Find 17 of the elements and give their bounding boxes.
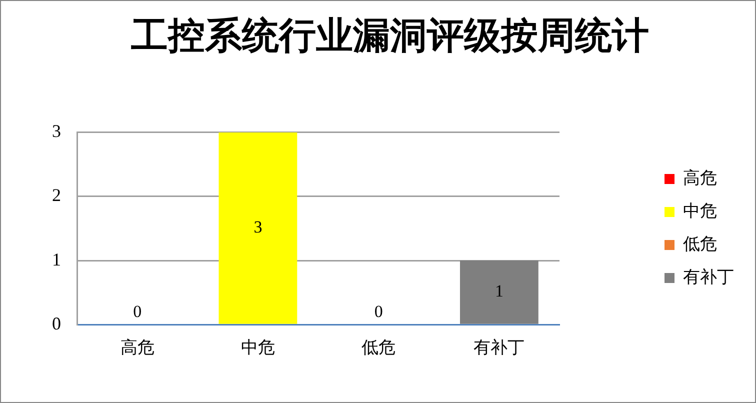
x-tick-label: 高危 [120,338,154,358]
x-tick-label: 低危 [362,338,396,358]
data-label: 1 [494,282,504,301]
legend-label: 有补丁 [683,267,734,288]
x-tick-label: 中危 [240,338,275,358]
y-tick-label: 0 [52,313,61,334]
y-tick-label: 2 [52,185,61,206]
data-label: 3 [254,218,262,237]
legend-label: 高危 [683,168,717,188]
x-tick-label: 有补丁 [474,338,525,358]
chart-title: 工控系统行业漏洞评级按周统计 [131,14,649,57]
data-label: 0 [374,302,383,322]
y-tick-label: 3 [52,121,61,142]
legend-label: 中危 [683,201,717,222]
legend-label: 低危 [683,234,717,254]
y-tick-label: 1 [52,249,61,270]
data-label: 0 [133,302,142,322]
